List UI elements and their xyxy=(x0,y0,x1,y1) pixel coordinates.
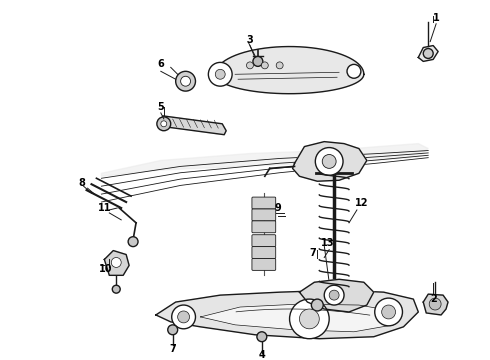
Text: 11: 11 xyxy=(98,203,111,213)
Polygon shape xyxy=(104,251,129,275)
FancyBboxPatch shape xyxy=(252,247,276,258)
Polygon shape xyxy=(156,290,418,339)
Circle shape xyxy=(111,257,121,267)
FancyBboxPatch shape xyxy=(252,197,276,209)
Circle shape xyxy=(172,305,196,329)
FancyBboxPatch shape xyxy=(252,258,276,270)
Circle shape xyxy=(261,62,268,69)
Text: 2: 2 xyxy=(430,294,437,304)
Circle shape xyxy=(299,309,319,329)
Circle shape xyxy=(375,298,402,326)
Text: 6: 6 xyxy=(157,59,164,69)
Text: 7: 7 xyxy=(170,343,176,354)
Polygon shape xyxy=(293,141,367,181)
FancyBboxPatch shape xyxy=(252,221,276,233)
Circle shape xyxy=(257,332,267,342)
Polygon shape xyxy=(423,294,448,315)
FancyBboxPatch shape xyxy=(252,209,276,221)
Circle shape xyxy=(347,64,361,78)
Text: 7: 7 xyxy=(309,248,316,257)
Polygon shape xyxy=(101,144,428,176)
Polygon shape xyxy=(418,46,438,62)
Circle shape xyxy=(157,117,171,131)
Text: 5: 5 xyxy=(157,102,164,112)
Polygon shape xyxy=(161,116,226,135)
Circle shape xyxy=(324,285,344,305)
Circle shape xyxy=(112,285,120,293)
Circle shape xyxy=(311,299,323,311)
Circle shape xyxy=(329,290,339,300)
Circle shape xyxy=(215,69,225,79)
Circle shape xyxy=(208,62,232,86)
Text: 10: 10 xyxy=(98,264,112,274)
FancyBboxPatch shape xyxy=(252,235,276,247)
Circle shape xyxy=(181,76,191,86)
Polygon shape xyxy=(200,304,398,332)
Circle shape xyxy=(168,325,178,335)
Circle shape xyxy=(161,121,167,127)
Circle shape xyxy=(276,62,283,69)
Circle shape xyxy=(423,49,433,58)
Circle shape xyxy=(322,154,336,168)
Text: 13: 13 xyxy=(320,238,334,248)
Text: 9: 9 xyxy=(274,203,281,213)
Polygon shape xyxy=(299,279,374,312)
Circle shape xyxy=(429,298,441,310)
Circle shape xyxy=(128,237,138,247)
Text: 12: 12 xyxy=(355,198,368,208)
Circle shape xyxy=(178,311,190,323)
Circle shape xyxy=(246,62,253,69)
Circle shape xyxy=(176,71,196,91)
Text: 3: 3 xyxy=(246,35,253,45)
Text: 8: 8 xyxy=(78,178,85,188)
Circle shape xyxy=(290,299,329,339)
Circle shape xyxy=(316,148,343,175)
Polygon shape xyxy=(215,46,364,94)
Text: 1: 1 xyxy=(433,13,440,23)
Text: 4: 4 xyxy=(258,350,265,360)
Circle shape xyxy=(253,57,263,66)
Circle shape xyxy=(382,305,395,319)
